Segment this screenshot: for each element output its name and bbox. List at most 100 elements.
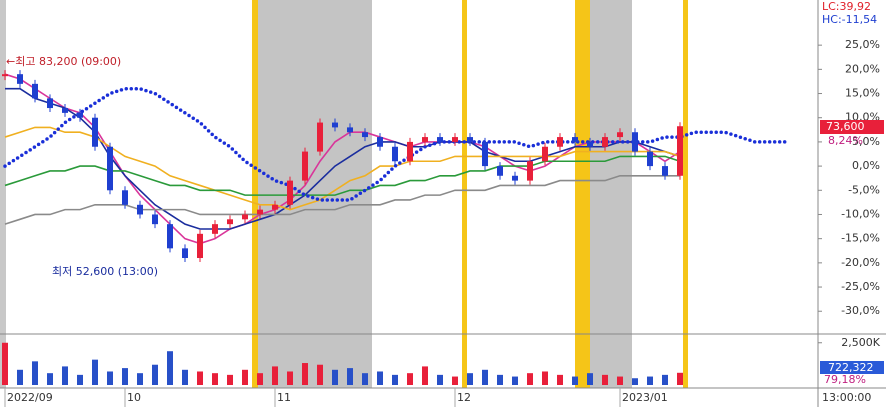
volume-bar xyxy=(197,371,203,385)
high-annotation: ←최고 83,200 (09:00) xyxy=(6,55,121,68)
volume-bar xyxy=(32,361,38,385)
candle xyxy=(422,137,428,142)
volume-bar xyxy=(542,371,548,385)
volume-bar xyxy=(317,364,323,385)
candle xyxy=(77,112,83,118)
candle xyxy=(32,83,38,99)
value-label: 8,24% xyxy=(828,134,863,147)
candle xyxy=(182,248,188,259)
volume-bar xyxy=(242,369,248,385)
volume-bar xyxy=(512,376,518,385)
volume-bar xyxy=(482,369,488,385)
last-price: 73,600 xyxy=(826,120,865,133)
volume-bar xyxy=(227,374,233,385)
candle xyxy=(587,141,593,147)
volume-bar xyxy=(2,342,8,385)
lead-line xyxy=(3,86,787,202)
ma-line xyxy=(4,73,681,245)
volume-bar xyxy=(212,373,218,385)
candle xyxy=(497,166,503,176)
y-tick-label: -10,0% xyxy=(841,207,880,220)
volume-bar xyxy=(287,371,293,385)
signal-bands xyxy=(0,0,688,388)
x-tick-label: 2023/01 xyxy=(622,391,668,404)
ma-line xyxy=(4,126,681,211)
volume-bar xyxy=(452,376,458,385)
candle xyxy=(212,224,218,234)
y-tick-label: -5,0% xyxy=(848,183,880,196)
volume-bar xyxy=(77,374,83,385)
candle xyxy=(272,204,278,210)
candle xyxy=(137,204,143,215)
volume-bar xyxy=(557,374,563,385)
volume-bar xyxy=(647,376,653,385)
candle xyxy=(452,137,458,142)
x-tick-label: 11 xyxy=(277,391,291,404)
ma-line xyxy=(4,174,680,225)
y-tick-label: -25,0% xyxy=(841,280,880,293)
candle xyxy=(632,132,638,152)
last-price-box xyxy=(820,120,884,134)
y-tick-label: 0,0% xyxy=(852,159,880,172)
band xyxy=(462,0,467,388)
volume-ratio: 79,18% xyxy=(824,373,866,386)
volume-bar xyxy=(182,369,188,385)
volume-bar xyxy=(632,378,638,385)
hc-label: HC:-11,54 xyxy=(822,13,877,26)
band xyxy=(258,0,372,388)
candle xyxy=(557,137,563,147)
volume-bar xyxy=(467,373,473,385)
volume-bar xyxy=(437,374,443,385)
y-tick-label: -20,0% xyxy=(841,256,880,269)
candle xyxy=(542,146,548,162)
last-volume-box xyxy=(820,361,884,374)
band xyxy=(252,0,258,388)
candle xyxy=(362,132,368,138)
volume-bar xyxy=(17,369,23,385)
volume-bar xyxy=(587,373,593,385)
x-tick-label: 12 xyxy=(457,391,471,404)
candle xyxy=(467,137,473,142)
candle xyxy=(2,74,8,77)
volume-bar xyxy=(602,374,608,385)
candle xyxy=(377,137,383,147)
candle xyxy=(242,214,248,220)
band xyxy=(0,0,6,388)
volume-bar xyxy=(272,366,278,385)
low-annotation: 최저 52,600 (13:00) xyxy=(52,265,158,278)
volume-bar xyxy=(152,364,158,385)
y-tick-label: 25,0% xyxy=(845,38,880,51)
candle xyxy=(92,117,98,147)
band xyxy=(683,0,688,388)
volume-bar xyxy=(677,372,683,385)
volume-bar xyxy=(137,373,143,385)
candle xyxy=(647,151,653,167)
candle xyxy=(407,141,413,162)
candle xyxy=(347,127,353,133)
x-end-label: 13:00:00 xyxy=(822,391,871,404)
candle xyxy=(227,219,233,225)
volume-bar xyxy=(572,376,578,385)
y-tick-label: 15,0% xyxy=(845,87,880,100)
candle xyxy=(47,98,53,109)
candle xyxy=(122,190,128,205)
volume-bar xyxy=(257,373,263,385)
y-tick-label: 5,0% xyxy=(852,135,880,148)
candle xyxy=(392,146,398,162)
x-tick-label: 10 xyxy=(127,391,141,404)
candle xyxy=(572,137,578,142)
volume-bar xyxy=(332,369,338,385)
band xyxy=(590,0,632,388)
candle xyxy=(617,132,623,138)
volume-bar xyxy=(167,351,173,385)
volume-bar xyxy=(107,371,113,385)
y-tick-label: 2,500K xyxy=(841,336,880,349)
y-tick-label: -15,0% xyxy=(841,232,880,245)
volume-bar xyxy=(527,373,533,385)
y-tick-label: -30,0% xyxy=(841,304,880,317)
candle xyxy=(317,122,323,152)
candle xyxy=(287,180,293,205)
volume-bar xyxy=(617,376,623,385)
